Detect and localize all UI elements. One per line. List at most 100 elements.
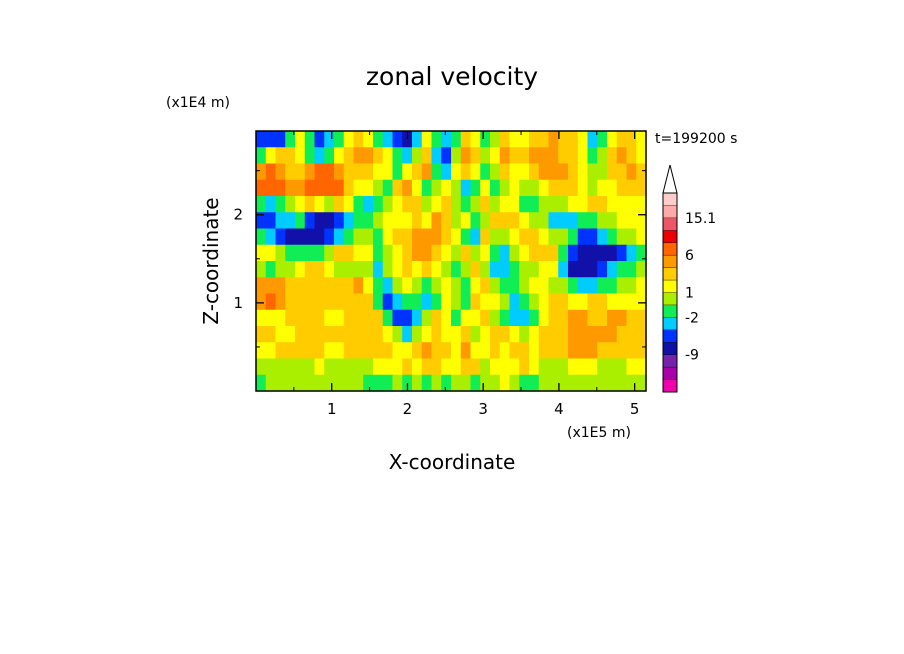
heatmap-cell xyxy=(402,196,413,213)
heatmap-cell xyxy=(460,326,472,343)
heatmap-cell xyxy=(295,374,306,392)
heatmap-cell xyxy=(314,179,325,197)
heatmap-cell xyxy=(568,179,579,197)
heatmap-cell xyxy=(607,228,618,246)
heatmap-cell xyxy=(392,179,403,197)
heatmap-cell xyxy=(558,163,569,181)
heatmap-cell xyxy=(295,326,306,343)
heatmap-cell xyxy=(499,277,511,295)
heatmap-cell xyxy=(451,131,462,148)
heatmap-cell xyxy=(568,147,579,165)
heatmap-cell xyxy=(480,261,491,278)
heatmap-cell xyxy=(353,196,364,213)
heatmap-cell xyxy=(451,228,462,246)
heatmap-cell xyxy=(373,261,384,278)
heatmap-cell xyxy=(324,147,335,165)
heatmap-cell xyxy=(607,261,618,278)
heatmap-cell xyxy=(256,374,267,392)
heatmap-cell xyxy=(597,196,608,213)
heatmap-cell xyxy=(324,374,335,392)
heatmap-cell xyxy=(392,163,403,181)
heatmap-cell xyxy=(382,179,394,197)
heatmap-cell xyxy=(499,309,511,327)
heatmap-cell xyxy=(577,358,589,376)
heatmap-cell xyxy=(363,244,374,262)
heatmap-cell xyxy=(275,131,286,148)
heatmap-cell xyxy=(607,374,618,392)
heatmap-cell xyxy=(285,212,296,230)
heatmap-cell xyxy=(314,358,325,376)
heatmap-cell xyxy=(324,342,335,360)
heatmap-cell xyxy=(558,212,569,230)
heatmap-cell xyxy=(265,179,277,197)
heatmap-cell xyxy=(568,374,579,392)
heatmap-cell xyxy=(548,212,559,230)
heatmap-cell xyxy=(353,212,364,230)
heatmap-cell xyxy=(548,374,559,392)
heatmap-cell xyxy=(597,309,608,327)
heatmap-cell xyxy=(636,358,647,376)
heatmap-cell xyxy=(499,342,511,360)
heatmap-cell xyxy=(529,261,540,278)
heatmap-cell xyxy=(460,196,472,213)
heatmap-cell xyxy=(548,293,559,311)
heatmap-cell xyxy=(275,179,286,197)
heatmap-cell xyxy=(616,293,628,311)
heatmap-cell xyxy=(597,374,608,392)
heatmap-cell xyxy=(304,374,316,392)
heatmap-cell xyxy=(470,342,481,360)
heatmap-cell xyxy=(499,261,511,278)
heatmap-cell xyxy=(343,179,355,197)
heatmap-cell xyxy=(577,309,589,327)
heatmap-cell xyxy=(538,261,550,278)
heatmap-cell xyxy=(538,358,550,376)
heatmap-cell xyxy=(382,293,394,311)
heatmap-cell xyxy=(441,293,452,311)
heatmap-cell xyxy=(577,374,589,392)
heatmap-cell xyxy=(470,358,481,376)
heatmap-cell xyxy=(636,228,647,246)
heatmap-cell xyxy=(421,147,433,165)
heatmap-cell xyxy=(577,163,589,181)
heatmap-cell xyxy=(460,261,472,278)
heatmap-cell xyxy=(587,342,598,360)
heatmap-cell xyxy=(295,196,306,213)
heatmap-cell xyxy=(256,163,267,181)
heatmap-cell xyxy=(499,179,511,197)
heatmap-cell xyxy=(509,163,520,181)
heatmap-cell xyxy=(519,342,530,360)
heatmap-cell xyxy=(382,374,394,392)
heatmap-cell xyxy=(441,147,452,165)
heatmap-cell xyxy=(548,196,559,213)
heatmap-cell xyxy=(636,179,647,197)
heatmap-cell xyxy=(626,342,637,360)
x-tick-label: 4 xyxy=(554,400,564,418)
x-axis: 1 2 3 4 5 xyxy=(293,131,639,418)
heatmap-cell xyxy=(548,261,559,278)
heatmap-cell xyxy=(548,342,559,360)
heatmap-cell xyxy=(490,261,501,278)
heatmap-cell xyxy=(412,358,423,376)
heatmap-cell xyxy=(412,374,423,392)
heatmap-cell xyxy=(441,326,452,343)
heatmap-cell xyxy=(285,374,296,392)
heatmap-cell xyxy=(490,277,501,295)
heatmap-cell xyxy=(607,342,618,360)
heatmap-cell xyxy=(265,342,277,360)
heatmap-cell xyxy=(607,179,618,197)
colorbar-swatch xyxy=(663,280,677,293)
heatmap-cell xyxy=(373,326,384,343)
heatmap-cell xyxy=(529,163,540,181)
heatmap-cell xyxy=(509,293,520,311)
heatmap-cell xyxy=(529,326,540,343)
heatmap-cell xyxy=(392,196,403,213)
heatmap-cell xyxy=(460,342,472,360)
heatmap-cell xyxy=(421,326,433,343)
heatmap-cell xyxy=(256,179,267,197)
heatmap-cell xyxy=(597,342,608,360)
heatmap-cell xyxy=(265,293,277,311)
heatmap-cell xyxy=(334,358,345,376)
heatmap-cell xyxy=(402,342,413,360)
colorbar-swatch xyxy=(663,193,677,206)
heatmap-cell xyxy=(460,358,472,376)
